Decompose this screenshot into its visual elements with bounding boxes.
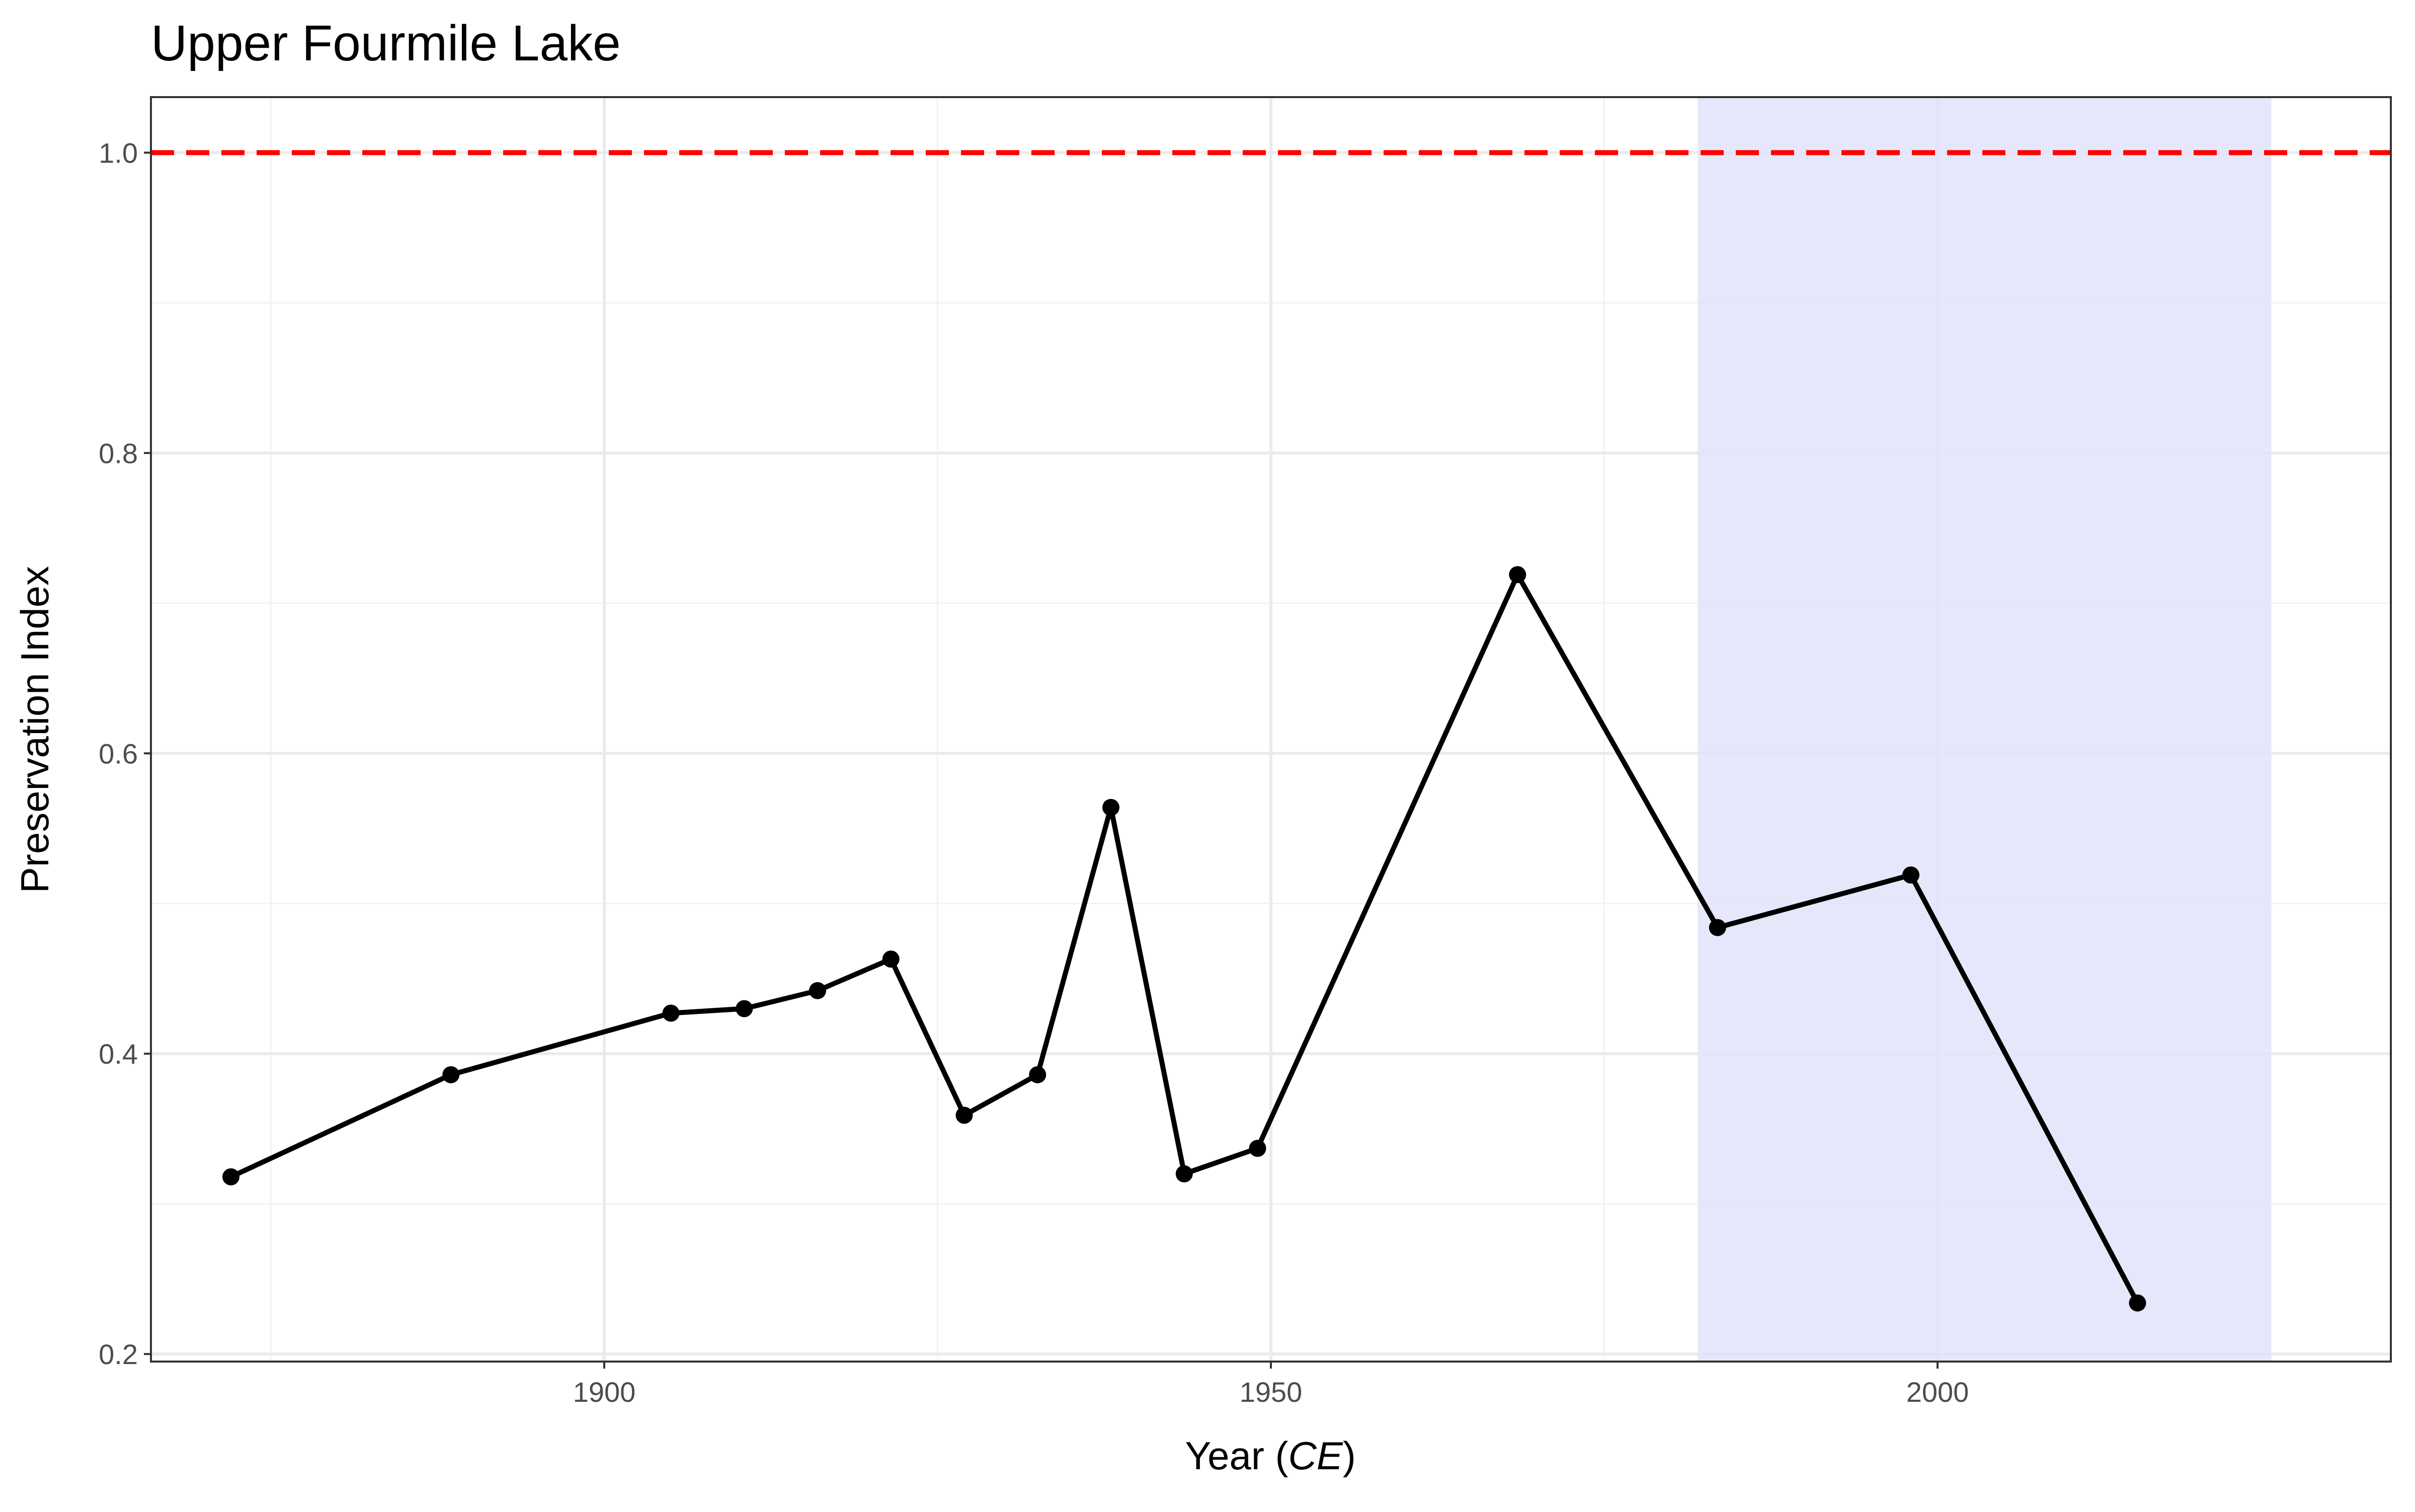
data-point — [1509, 566, 1526, 584]
x-tick-label: 1900 — [573, 1376, 636, 1408]
data-point — [2129, 1294, 2146, 1312]
data-point — [955, 1106, 973, 1124]
data-point — [736, 1000, 753, 1017]
y-tick-label: 0.8 — [99, 437, 138, 469]
y-axis-title: Preservation Index — [13, 566, 57, 893]
x-tick-label: 1950 — [1240, 1376, 1303, 1408]
data-point — [1709, 919, 1726, 936]
x-tick-label: 2000 — [1906, 1376, 1969, 1408]
x-axis-title-prefix: Year ( — [1185, 1434, 1288, 1478]
y-tick-label: 0.4 — [99, 1038, 138, 1070]
data-point — [662, 1004, 680, 1022]
data-point — [1249, 1140, 1266, 1157]
axes: 1900 1950 2000 0.2 0.4 0.6 0.8 1.0 — [99, 96, 2392, 1408]
y-tick-label: 1.0 — [99, 137, 138, 169]
x-axis-title-unit: CE — [1288, 1434, 1343, 1478]
x-axis-title: Year (CE) — [1185, 1434, 1356, 1478]
data-point — [1902, 866, 1919, 884]
data-point — [222, 1168, 239, 1185]
data-point — [1102, 799, 1119, 816]
y-tick-label: 0.6 — [99, 738, 138, 769]
y-tick-label: 0.2 — [99, 1338, 138, 1370]
data-point — [1175, 1165, 1193, 1182]
chart-title: Upper Fourmile Lake — [151, 15, 621, 71]
shaded-period-region — [1698, 97, 2271, 1362]
plot-area — [151, 97, 2391, 1362]
data-point — [1029, 1066, 1046, 1083]
data-point — [882, 950, 900, 968]
x-axis-title-suffix: ) — [1343, 1434, 1356, 1478]
data-point — [442, 1066, 460, 1083]
data-point — [809, 982, 826, 999]
